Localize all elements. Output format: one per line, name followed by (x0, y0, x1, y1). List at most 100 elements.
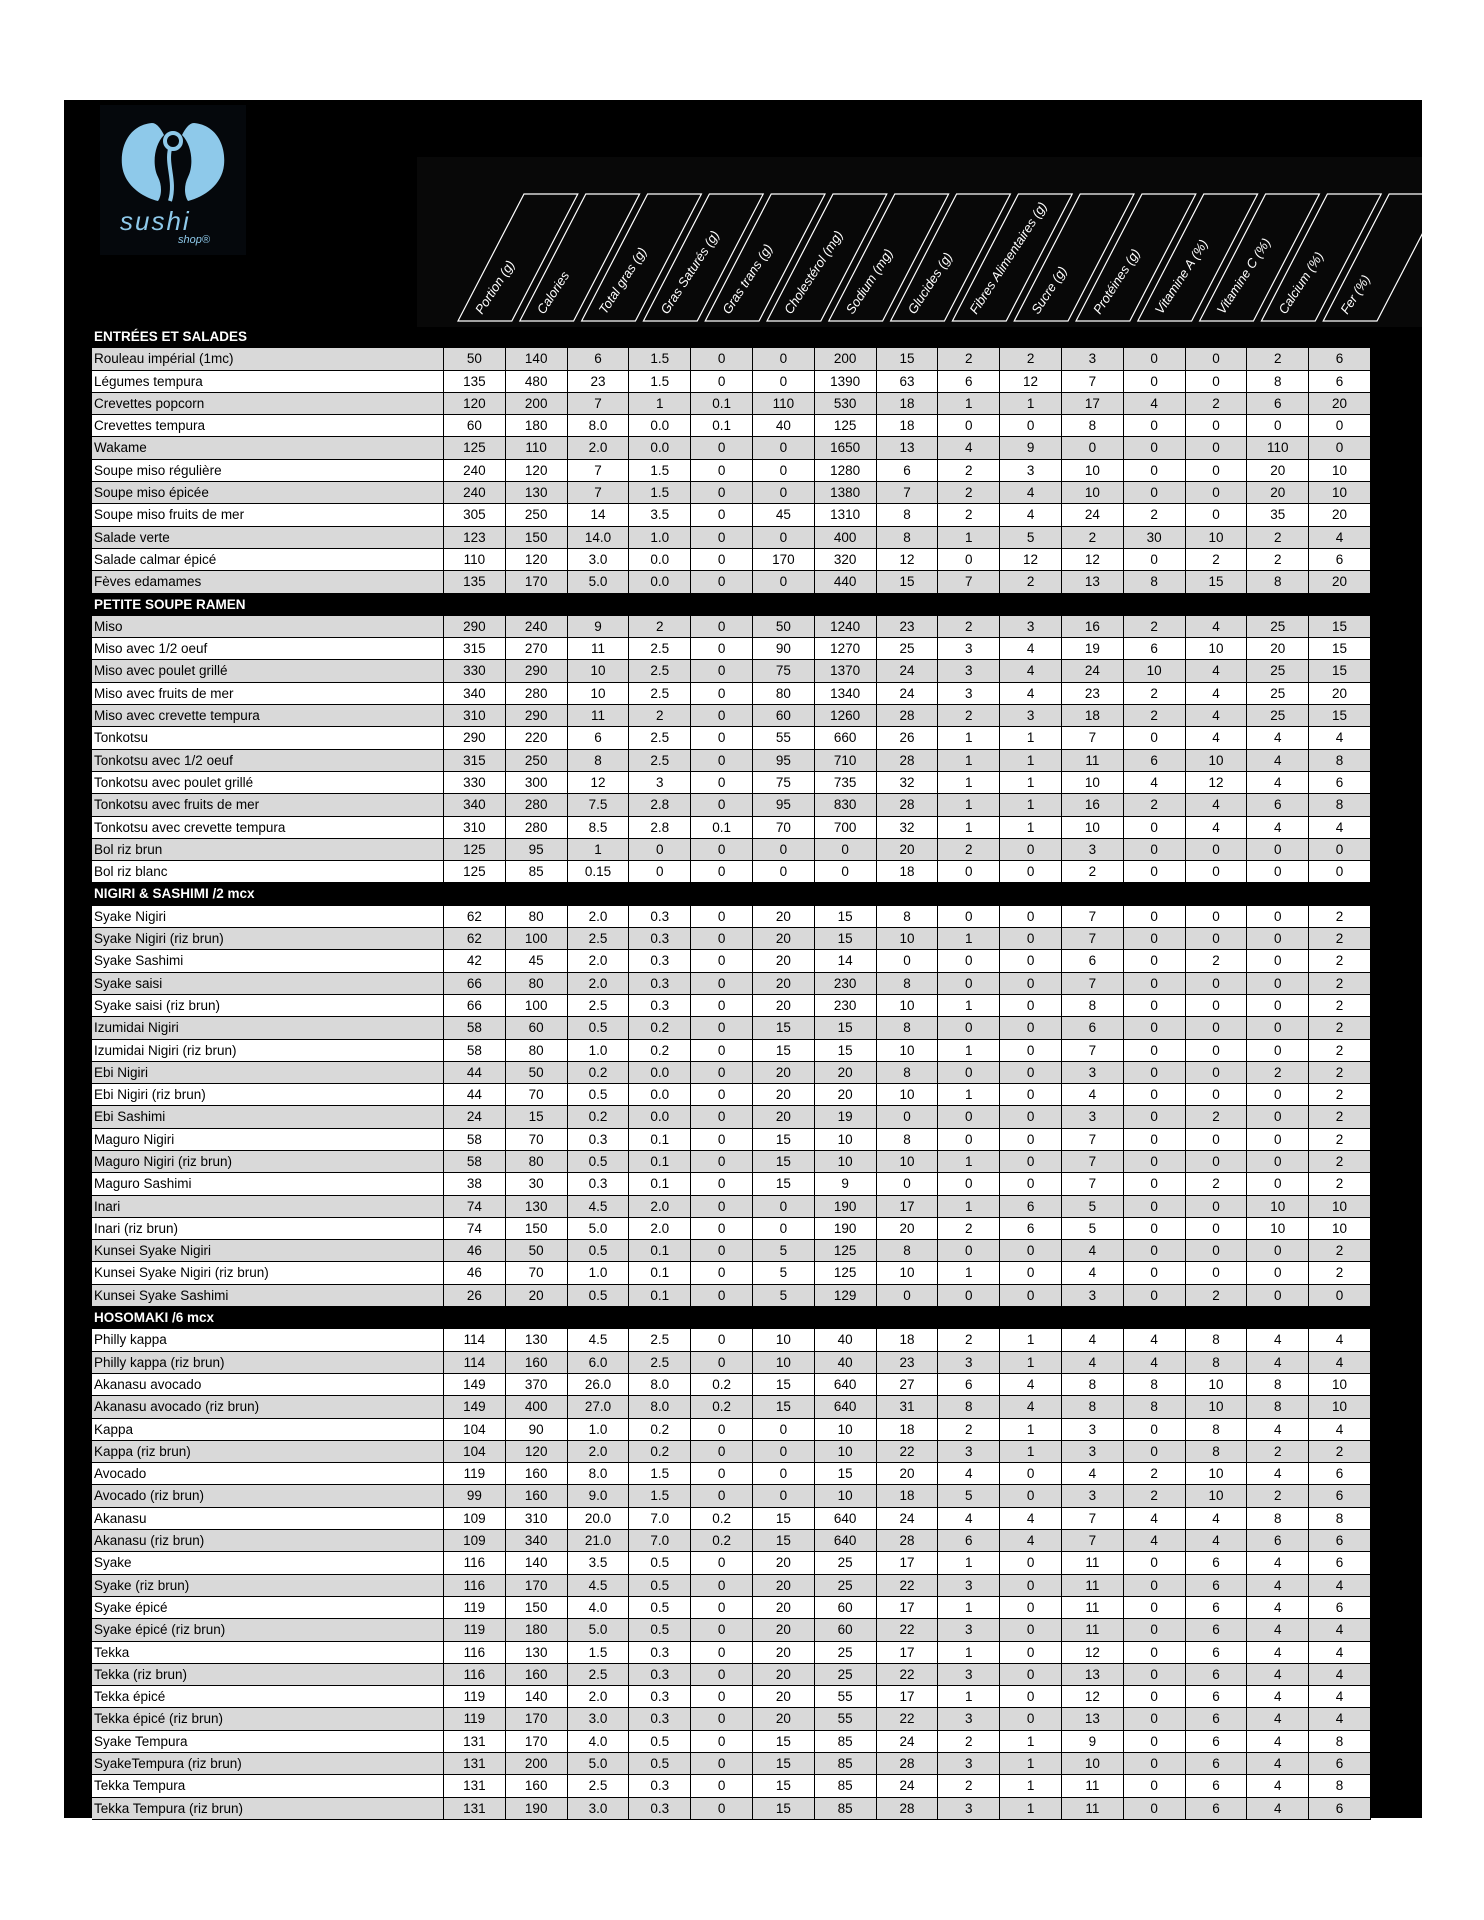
nutrient-value: 8 (1124, 1396, 1186, 1418)
nutrient-value: 0 (1000, 1150, 1062, 1173)
nutrient-value: 19 (1062, 638, 1124, 660)
nutrient-value: 60 (506, 1017, 568, 1039)
column-headers: Portion (g) Calories Total gras (g) Gras Sa… (457, 193, 1444, 322)
nutrient-value: 0 (753, 1195, 815, 1217)
nutrient-value: 0 (691, 1485, 753, 1507)
nutrient-value: 1.0 (568, 1039, 630, 1061)
item-name: Akanasu avocado (92, 1373, 444, 1396)
nutrition-table: ENTRÉES ET SALADES Rouleau impérial (1mc)… (92, 326, 1371, 1820)
nutrient-value: 0 (1000, 928, 1062, 950)
nutrient-value: 15 (1186, 571, 1248, 593)
nutrient-value: 2.5 (568, 1663, 630, 1686)
nutrient-value: 0 (1124, 838, 1186, 861)
nutrient-value: 1270 (815, 638, 877, 660)
nutrient-value: 0 (691, 838, 753, 861)
nutrient-value: 2.5 (568, 928, 630, 950)
nutrient-value: 70 (506, 1084, 568, 1106)
nutrient-value: 6 (1309, 548, 1371, 571)
nutrient-value: 0.1 (629, 1173, 692, 1195)
nutrient-value: 8 (1062, 1396, 1124, 1418)
nutrient-value: 0 (753, 838, 815, 861)
nutrient-value: 0 (691, 905, 753, 928)
nutrient-value: 10 (815, 1440, 877, 1463)
table-row: Syake épicé (riz brun) 119 180 5.0 0.5 0 20 60 2… (92, 1619, 1371, 1642)
nutrient-value: 3.0 (568, 548, 630, 571)
nutrient-value: 3 (938, 1753, 1001, 1775)
table-row: Tonkotsu avec poulet grillé 330 300 12 3 0 75 7… (92, 771, 1371, 795)
nutrient-value: 123 (444, 526, 506, 548)
nutrient-value: 2.0 (629, 1195, 692, 1217)
nutrient-value: 4 (1186, 1530, 1248, 1552)
nutrient-value: 1 (938, 1262, 1001, 1284)
nutrient-value: 0 (1186, 1262, 1248, 1284)
nutrient-value: 13 (877, 437, 939, 459)
nutrient-value: 0 (1247, 1284, 1310, 1307)
nutrient-value: 0 (1000, 1663, 1062, 1686)
nutrient-value: 8 (1247, 571, 1310, 593)
nutrient-value: 0 (1247, 838, 1310, 861)
nutrient-value: 3 (938, 660, 1001, 682)
nutrient-value: 116 (444, 1663, 506, 1686)
nutrient-value: 0 (691, 682, 753, 705)
nutrient-value: 2 (1309, 994, 1371, 1017)
nutrient-value: 85 (506, 861, 568, 883)
nutrient-value: 0 (815, 838, 877, 861)
nutrient-value: 10 (1309, 1396, 1371, 1418)
nutrient-value: 4.5 (568, 1329, 630, 1351)
table-row: Soupe miso fruits de mer 305 250 14 3.5 0 45 13… (92, 504, 1371, 527)
nutrient-value: 2.5 (629, 1329, 692, 1351)
nutrient-value: 1 (938, 1195, 1001, 1217)
nutrient-value: 20 (753, 905, 815, 928)
nutrient-value: 2.0 (568, 972, 630, 994)
nutrient-value: 2 (938, 1730, 1001, 1752)
nutrient-value: 2 (1309, 1240, 1371, 1262)
nutrient-value: 0.5 (568, 1150, 630, 1173)
nutrient-value: 2 (1186, 1106, 1248, 1128)
nutrient-value: 4.0 (568, 1596, 630, 1619)
table-row: Wakame 125 110 2.0 0.0 0 0 1650 13 4 9 0 0 0 110 0 (92, 437, 1371, 460)
nutrient-value: 1.5 (629, 482, 692, 504)
nutrient-value: 119 (444, 1619, 506, 1641)
nutrient-value: 240 (506, 615, 568, 638)
nutrient-value: 32 (877, 816, 939, 838)
nutrient-value: 0 (877, 1284, 939, 1307)
nutrient-value: 0 (691, 370, 753, 392)
nutrient-value: 0 (1186, 861, 1248, 883)
nutrient-value: 15 (753, 1017, 815, 1039)
nutrient-value: 9 (1062, 1730, 1124, 1752)
nutrient-value: 0 (691, 1084, 753, 1106)
nutrient-value: 4 (1309, 1708, 1371, 1730)
nutrient-value: 140 (506, 1552, 568, 1574)
nutrient-value: 170 (506, 1708, 568, 1730)
nutrient-value: 10 (1062, 771, 1124, 794)
nutrient-value: 0 (1124, 972, 1186, 994)
nutrient-value: 4 (1309, 1574, 1371, 1596)
nutrient-value: 315 (444, 638, 506, 660)
nutrient-value: 20 (753, 1061, 815, 1084)
item-name: Kunsei Syake Nigiri (92, 1240, 444, 1262)
nutrient-value: 28 (877, 749, 939, 771)
nutrient-value: 10 (1247, 1195, 1310, 1217)
table-row: Soupe miso épicée 240 130 7 1.5 0 0 1380 7 2 4 10 0 0… (92, 482, 1371, 505)
nutrient-value: 0 (1247, 1084, 1310, 1106)
nutrient-value: 2 (1062, 861, 1124, 883)
nutrient-value: 10 (877, 994, 939, 1017)
nutrient-value: 119 (444, 1708, 506, 1730)
nutrient-value: 0 (1124, 1061, 1186, 1084)
nutrient-value: 74 (444, 1195, 506, 1217)
nutrient-value: 62 (444, 928, 506, 950)
nutrient-value: 119 (444, 1686, 506, 1708)
item-name: Soupe miso fruits de mer (92, 504, 444, 526)
nutrient-value: 710 (815, 749, 877, 771)
nutrient-value: 20 (1309, 571, 1371, 593)
nutrient-value: 0.5 (629, 1753, 692, 1775)
column-header: Cholestérol (mg) (781, 228, 846, 317)
nutrient-value: 15 (506, 1106, 568, 1128)
nutrient-value: 0 (1000, 1039, 1062, 1061)
nutrient-value: 1.0 (629, 526, 692, 548)
nutrient-value: 15 (1309, 660, 1371, 682)
nutrient-value: 25 (1247, 660, 1310, 682)
nutrient-value: 0.0 (629, 571, 692, 593)
item-name: Izumidai Nigiri (riz brun) (92, 1039, 444, 1061)
nutrient-value: 180 (506, 415, 568, 437)
